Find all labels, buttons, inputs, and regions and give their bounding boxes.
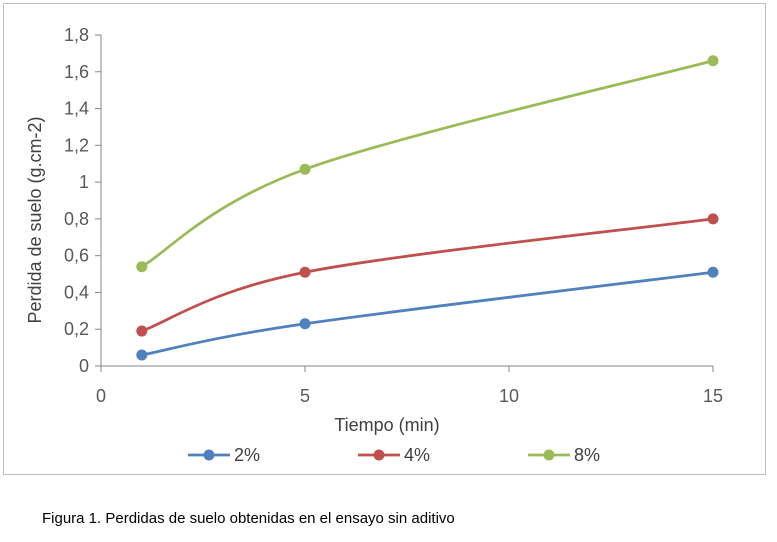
series-layer [136, 55, 719, 361]
legend-item: 8% [528, 445, 600, 465]
x-tick-label: 5 [300, 386, 310, 406]
legend-item: 2% [188, 445, 260, 465]
legend: 2% 4% 8% [188, 445, 600, 465]
legend-item: 4% [358, 445, 430, 465]
x-tick-label: 10 [499, 386, 519, 406]
x-axis-title: Tiempo (min) [334, 415, 439, 435]
legend-marker [543, 449, 555, 461]
y-tick-label: 0,4 [64, 282, 89, 302]
data-point [136, 261, 148, 273]
data-point [299, 163, 311, 175]
data-point [707, 55, 719, 67]
chart-axes [100, 35, 713, 367]
series-0 [136, 266, 719, 361]
series-line [141, 270, 714, 357]
data-point [707, 213, 719, 225]
chart-frame [3, 3, 766, 475]
y-axis-title: Perdida de suelo (g.cm-2) [25, 116, 45, 323]
y-tick-label: 0 [79, 356, 89, 376]
y-tick-label: 0,8 [64, 209, 89, 229]
y-tick-label: 1,8 [64, 25, 89, 45]
data-point [136, 325, 148, 337]
x-axis-ticks: 0 5 10 15 [96, 366, 723, 406]
data-point [136, 349, 148, 361]
line-chart: 0 0,2 0,4 0,6 0,8 1 1,2 1,4 1,6 1,8 0 5 10 15 Perdid… [25, 25, 723, 465]
x-tick-label: 0 [96, 386, 106, 406]
data-point [299, 318, 311, 330]
series-2 [136, 55, 719, 273]
data-point [299, 266, 311, 278]
legend-label: 2% [234, 445, 260, 465]
legend-label: 8% [574, 445, 600, 465]
y-tick-label: 1,6 [64, 62, 89, 82]
figure-caption: Figura 1. Perdidas de suelo obtenidas en… [42, 510, 455, 527]
legend-label: 4% [404, 445, 430, 465]
series-line [141, 59, 714, 268]
y-axis-ticks: 0 0,2 0,4 0,6 0,8 1 1,2 1,4 1,6 1,8 [64, 25, 101, 376]
y-tick-label: 0,6 [64, 246, 89, 266]
series-1 [136, 213, 719, 337]
y-tick-label: 0,2 [64, 319, 89, 339]
data-point [707, 266, 719, 278]
legend-marker [203, 449, 215, 461]
y-tick-label: 1,4 [64, 99, 89, 119]
series-line [141, 217, 714, 333]
legend-marker [373, 449, 385, 461]
y-tick-label: 1,2 [64, 135, 89, 155]
y-tick-label: 1 [79, 172, 89, 192]
x-tick-label: 15 [703, 386, 723, 406]
